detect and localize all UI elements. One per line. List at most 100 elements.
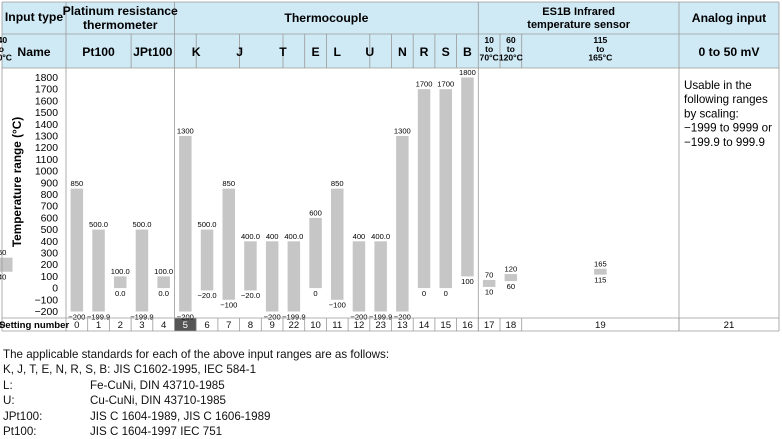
- y-axis-title: Temperature range (°C): [10, 117, 24, 247]
- setting-number: 1: [96, 320, 101, 331]
- notes-key: K, J, T, E, N, R, S, B:: [3, 363, 111, 377]
- group-header-thermocouple: Thermocouple: [284, 11, 368, 25]
- range-max-label: 500.0: [132, 220, 151, 229]
- range-max-label: 1800: [459, 68, 476, 77]
- y-tick-label: 300: [41, 249, 59, 260]
- y-tick-label: −100: [35, 295, 59, 306]
- range-min-label: −200: [350, 312, 367, 321]
- sensor-range-label: to: [0, 44, 4, 54]
- range-min-label: −200: [177, 312, 194, 321]
- range-bar: [135, 229, 149, 312]
- range-min-label: −199.9: [369, 312, 392, 321]
- range-bar: [114, 276, 127, 289]
- analog-name-label: 0 to 50 mV: [699, 45, 761, 59]
- analog-note: −1999 to 9999 or: [684, 122, 772, 135]
- input-name-label: L: [334, 45, 342, 59]
- y-tick-label: 700: [41, 202, 59, 213]
- range-min-label: −199.9: [130, 312, 153, 321]
- range-max-label: 400.0: [371, 232, 390, 241]
- sensor-range-label: 70°C: [480, 53, 499, 63]
- range-min-label: −100: [220, 301, 237, 310]
- input-name-label: K: [192, 45, 201, 59]
- notes-key: U:: [3, 394, 15, 408]
- input-type-header: Input type: [5, 10, 63, 24]
- range-max-label: 500.0: [89, 220, 108, 229]
- range-min-label: 60: [507, 282, 515, 291]
- range-max-label: 500.0: [198, 220, 217, 229]
- group-header-platinum: thermometer: [83, 18, 158, 32]
- range-min-label: 100: [461, 277, 474, 286]
- analog-note: following ranges: [684, 93, 768, 106]
- range-min-label: −199.9: [87, 312, 110, 321]
- range-max-label: 165: [594, 259, 607, 268]
- notes-key: L:: [3, 378, 13, 392]
- setting-number: 8: [248, 320, 253, 331]
- setting-number: 10: [310, 320, 321, 331]
- range-min-label: 10: [485, 288, 493, 297]
- range-bar: [594, 268, 607, 275]
- y-tick-label: 600: [41, 213, 59, 224]
- input-name-label: B: [463, 45, 472, 59]
- range-max-label: 400: [353, 232, 366, 241]
- range-min-label: 0: [313, 289, 317, 298]
- setting-number: 15: [440, 320, 451, 331]
- sensor-range-label: 10: [484, 35, 494, 45]
- sensor-range-label: to: [485, 44, 493, 54]
- setting-number: 3: [139, 320, 144, 331]
- range-bar: [352, 241, 366, 312]
- analog-note: Usable in the: [684, 79, 752, 92]
- setting-number: 23: [375, 320, 386, 331]
- range-max-label: 1700: [416, 80, 433, 89]
- range-max-label: 400: [266, 232, 279, 241]
- range-max-label: 70: [485, 270, 493, 279]
- notes-value: Cu-CuNi, DIN 43710-1985: [90, 394, 226, 408]
- sensor-range-label: 60: [506, 35, 516, 45]
- y-tick-label: 0: [52, 284, 58, 295]
- input-name-label: R: [420, 45, 429, 59]
- range-bar: [222, 188, 235, 300]
- input-name-label: T: [279, 45, 287, 59]
- sensor-range-label: 260°C: [0, 53, 12, 63]
- y-tick-label: 200: [41, 260, 59, 271]
- notes-value: JIS C1602-1995, IEC 584-1: [113, 363, 257, 377]
- y-tick-label: −200: [35, 307, 59, 318]
- setting-number: 21: [724, 320, 735, 331]
- notes-line: K, J, T, E, N, R, S, B: JIS C1602-1995, …: [3, 362, 389, 377]
- y-tick-label: 100: [41, 272, 59, 283]
- setting-number: 12: [354, 320, 365, 331]
- setting-number: 19: [595, 320, 606, 331]
- sensor-range-label: 120°C: [499, 53, 523, 63]
- setting-number: 2: [118, 320, 123, 331]
- setting-number: 22: [289, 320, 300, 331]
- notes-key: Pt100:: [3, 424, 37, 438]
- sensor-range-label: 115: [593, 35, 607, 45]
- input-name-label: S: [442, 45, 450, 59]
- notes-value: JIS C 1604-1997 IEC 751: [90, 424, 223, 438]
- y-tick-label: 1800: [35, 73, 58, 84]
- setting-number: 0: [74, 320, 79, 331]
- range-bar: [374, 241, 387, 312]
- setting-highlight: [174, 318, 197, 331]
- range-max-label: 1700: [437, 80, 454, 89]
- setting-number: 16: [462, 320, 473, 331]
- setting-number: 9: [269, 320, 274, 331]
- range-min-label: 0: [422, 289, 426, 298]
- range-max-label: 1300: [177, 127, 194, 136]
- y-tick-label: 1200: [35, 143, 58, 154]
- range-max-label: 850: [71, 179, 84, 188]
- range-min-label: −200: [394, 312, 411, 321]
- range-bar: [157, 276, 170, 289]
- range-max-label: 100.0: [154, 267, 173, 276]
- setting-number: 6: [204, 320, 209, 331]
- range-bar: [396, 136, 409, 312]
- range-bar: [70, 188, 84, 312]
- analog-note: by scaling:: [684, 107, 739, 120]
- range-bar: [0, 257, 13, 272]
- range-bar: [461, 77, 474, 277]
- input-range-table: 850−200500.0−199.9100.00.0500.0−199.9100…: [0, 1, 780, 332]
- range-bar: [482, 279, 496, 287]
- range-min-label: 0.0: [158, 289, 169, 298]
- notes-line: JPt100: JIS C 1604-1989, JIS C 1606-1989: [3, 409, 389, 424]
- range-min-label: 0: [444, 289, 448, 298]
